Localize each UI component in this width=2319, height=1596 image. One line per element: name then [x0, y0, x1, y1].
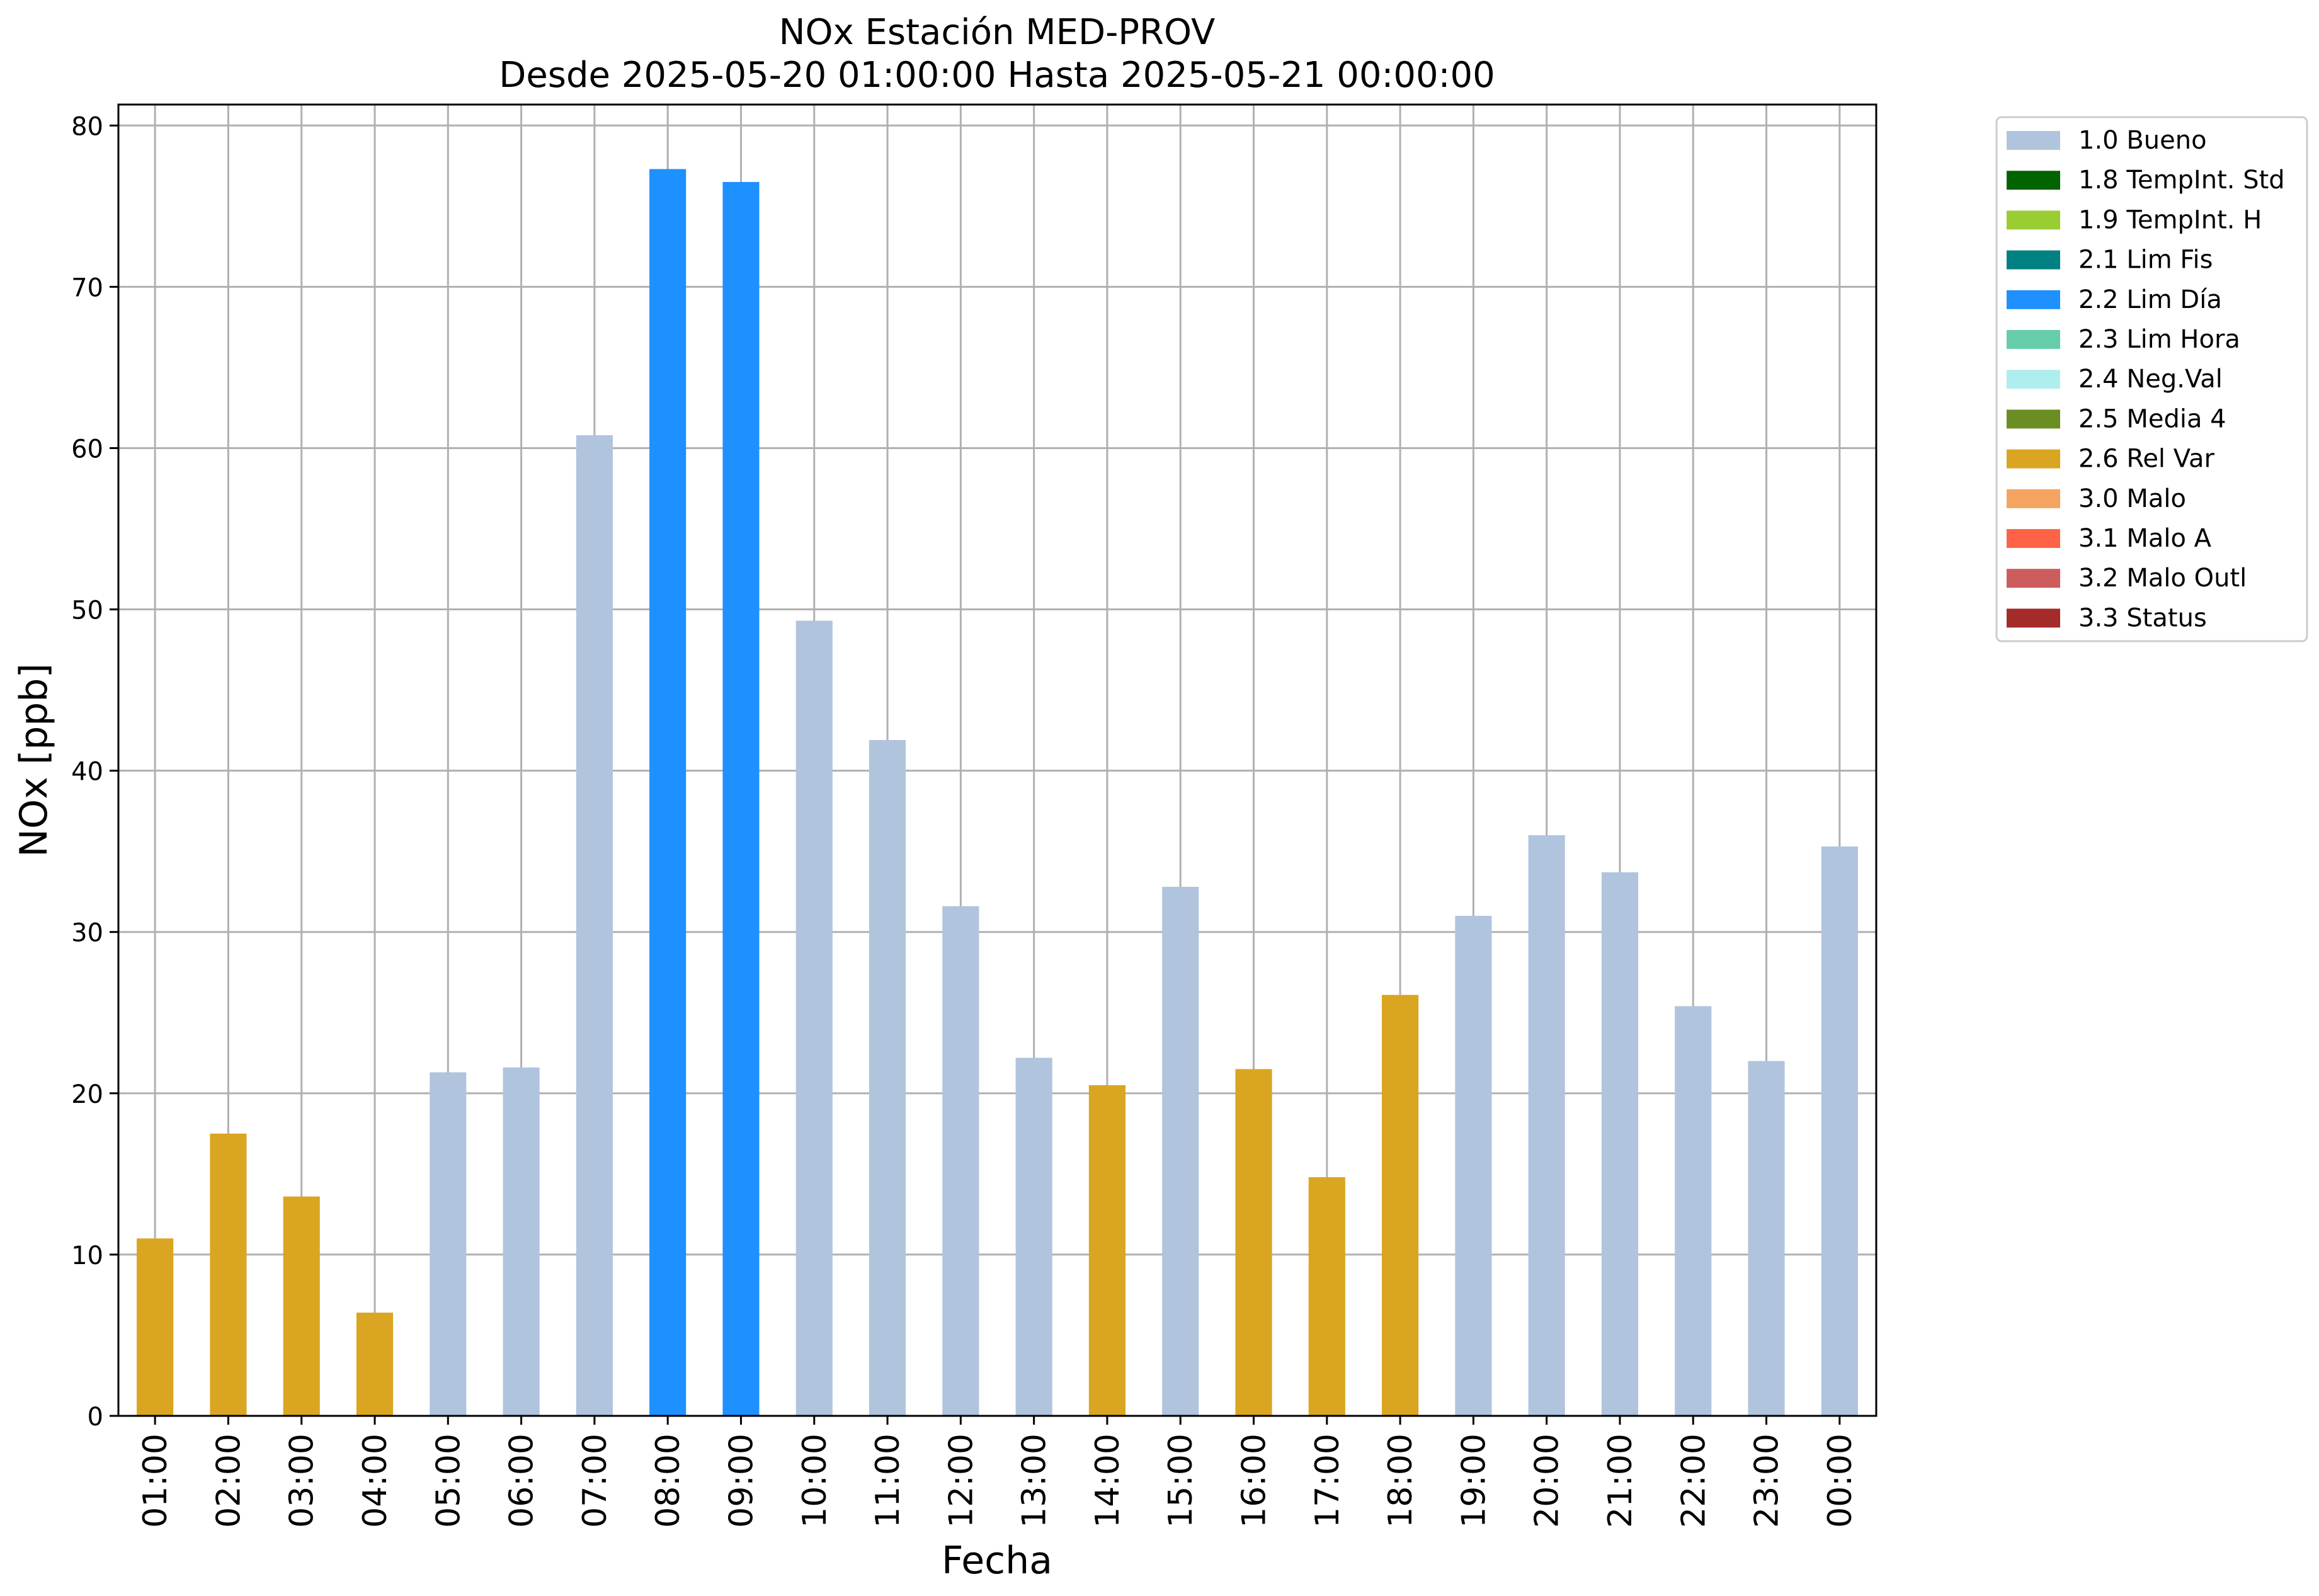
- legend-swatch: [2007, 330, 2060, 349]
- legend-swatch: [2007, 608, 2060, 628]
- bar-1300: [1015, 1057, 1052, 1416]
- legend-label: 1.9 TempInt. H: [2078, 205, 2262, 234]
- legend-label: 2.3 Lim Hora: [2078, 325, 2240, 354]
- bar-0500: [430, 1072, 467, 1416]
- x-tick-label: 09:00: [722, 1434, 760, 1528]
- bar-2300: [1748, 1061, 1785, 1416]
- x-tick-label: 12:00: [942, 1434, 980, 1528]
- legend-label: 2.5 Media 4: [2078, 404, 2226, 433]
- x-tick-label: 20:00: [1529, 1434, 1566, 1528]
- x-axis-ticks: 01:00 02:00 03:00 04:00 05:00 06:00 07:00 08:00…: [137, 1416, 1859, 1528]
- x-tick-label: 05:00: [430, 1434, 467, 1528]
- bar-series: [137, 169, 1858, 1416]
- x-tick-label: 04:00: [356, 1434, 394, 1528]
- legend-swatch: [2007, 250, 2060, 270]
- y-tick-label: 60: [71, 435, 103, 464]
- legend-swatch: [2007, 409, 2060, 429]
- bar-1600: [1235, 1069, 1272, 1416]
- bar-0600: [503, 1067, 540, 1416]
- x-tick-label: 18:00: [1382, 1434, 1420, 1528]
- x-axis-label: Fecha: [942, 1539, 1052, 1583]
- legend-swatch: [2007, 290, 2060, 309]
- bar-1500: [1162, 887, 1199, 1416]
- x-tick-label: 01:00: [137, 1434, 174, 1528]
- bar-1000: [795, 620, 833, 1416]
- bar-0400: [356, 1313, 394, 1416]
- x-tick-label: 08:00: [649, 1434, 687, 1528]
- legend-label: 3.2 Malo Outl: [2078, 564, 2247, 593]
- x-tick-label: 17:00: [1309, 1434, 1347, 1528]
- x-tick-label: 07:00: [576, 1434, 614, 1528]
- chart-title-line1: NOx Estación MED-PROV: [779, 12, 1216, 53]
- legend-swatch: [2007, 131, 2060, 150]
- bar-1100: [869, 739, 906, 1416]
- x-tick-label: 13:00: [1016, 1434, 1054, 1528]
- legend-label: 3.1 Malo A: [2078, 524, 2212, 553]
- bar-0100: [137, 1238, 174, 1416]
- bar-1400: [1088, 1085, 1126, 1416]
- chart-title-line2: Desde 2025-05-20 01:00:00 Hasta 2025-05-…: [499, 55, 1495, 96]
- x-tick-label: 03:00: [283, 1434, 321, 1528]
- legend-label: 3.0 Malo: [2078, 484, 2186, 513]
- legend-label: 2.1 Lim Fis: [2078, 246, 2213, 275]
- y-tick-label: 40: [71, 758, 103, 787]
- bar-0800: [649, 169, 687, 1416]
- y-tick-label: 70: [71, 273, 103, 302]
- y-tick-label: 80: [71, 112, 103, 141]
- bar-1900: [1455, 916, 1492, 1416]
- y-tick-label: 50: [71, 596, 103, 625]
- bar-0900: [722, 181, 760, 1416]
- x-tick-label: 19:00: [1455, 1434, 1493, 1528]
- x-tick-label: 00:00: [1821, 1434, 1859, 1528]
- legend-label: 1.8 TempInt. Std: [2078, 166, 2285, 195]
- bar-2200: [1675, 1006, 1712, 1416]
- x-tick-label: 06:00: [503, 1434, 541, 1528]
- x-tick-label: 11:00: [869, 1434, 907, 1528]
- x-tick-label: 16:00: [1236, 1434, 1273, 1528]
- bar-2100: [1601, 872, 1639, 1416]
- bar-1200: [942, 906, 979, 1416]
- bar-0700: [576, 435, 613, 1416]
- legend-label: 1.0 Bueno: [2078, 126, 2207, 155]
- bar-1700: [1308, 1177, 1345, 1416]
- x-tick-label: 14:00: [1089, 1434, 1127, 1528]
- bar-2000: [1528, 835, 1565, 1416]
- legend-label: 2.4 Neg.Val: [2078, 365, 2223, 394]
- legend-swatch: [2007, 449, 2060, 469]
- legend-swatch: [2007, 171, 2060, 190]
- y-tick-label: 10: [71, 1241, 103, 1270]
- x-tick-label: 10:00: [796, 1434, 834, 1528]
- x-tick-label: 02:00: [210, 1434, 248, 1528]
- legend: 1.0 Bueno 1.8 TempInt. Std 1.9 TempInt. H 2…: [1995, 116, 2308, 642]
- bar-0000: [1821, 846, 1858, 1416]
- plot-area-frame: [117, 103, 1877, 1417]
- x-tick-label: 21:00: [1602, 1434, 1639, 1528]
- legend-swatch: [2007, 529, 2060, 548]
- legend-swatch: [2007, 489, 2060, 508]
- bar-0300: [283, 1196, 320, 1416]
- y-tick-label: 0: [88, 1403, 103, 1432]
- y-tick-label: 30: [71, 919, 103, 948]
- legend-label: 2.2 Lim Día: [2078, 285, 2222, 314]
- x-tick-label: 15:00: [1162, 1434, 1200, 1528]
- legend-swatch: [2007, 210, 2060, 230]
- legend-label: 3.3 Status: [2078, 603, 2207, 632]
- x-tick-label: 23:00: [1748, 1434, 1786, 1528]
- legend-swatch: [2007, 370, 2060, 389]
- bar-1800: [1382, 995, 1419, 1416]
- y-tick-label: 20: [71, 1080, 103, 1109]
- legend-frame: [1995, 116, 2308, 642]
- legend-label: 2.6 Rel Var: [2078, 445, 2215, 474]
- legend-swatch: [2007, 569, 2060, 588]
- x-tick-label: 22:00: [1675, 1434, 1712, 1528]
- y-axis-ticks: 0 10 20 30 40 50 60 70 80: [71, 112, 118, 1432]
- y-axis-label: NOx [ppb]: [12, 663, 56, 857]
- bar-0200: [210, 1133, 247, 1416]
